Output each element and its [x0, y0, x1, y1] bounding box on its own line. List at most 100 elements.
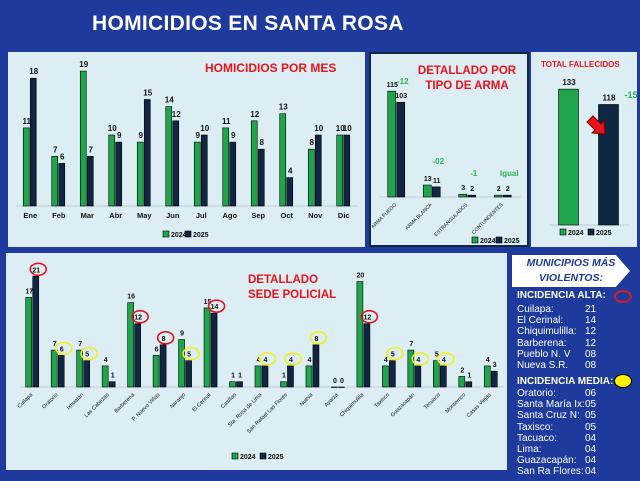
bar [338, 386, 345, 388]
red-circle-icon [614, 290, 632, 303]
highlight-circle [386, 346, 404, 361]
data-label: 17 [25, 288, 33, 295]
municipality-row: El Cerinal: 14 [517, 315, 637, 326]
category-label: Feb [52, 211, 66, 220]
difference-annotation: -15 [624, 90, 637, 100]
data-label: 1 [467, 373, 471, 380]
municipality-name: Barberena: [517, 337, 567, 349]
bar [193, 141, 201, 207]
bar [331, 386, 338, 388]
category-label: Casas Viejas [466, 392, 493, 419]
data-label: 4 [264, 357, 268, 364]
highlight-circle [131, 309, 149, 324]
data-label: 7 [78, 341, 82, 348]
municipality-name: Oratorio: [517, 388, 556, 399]
data-label: 0 [333, 378, 337, 385]
category-label: Ixhuatán [66, 392, 85, 411]
bar [490, 370, 498, 388]
data-label: 14 [165, 96, 174, 105]
municipality-row: Guazacapán: 04 [517, 455, 637, 466]
legend-label: 2024 [568, 230, 584, 237]
bar [25, 297, 33, 388]
data-label: 10 [108, 124, 117, 133]
data-label: 11 [433, 178, 441, 185]
highlight-circle [437, 352, 455, 366]
municipality-count: 05 [585, 399, 597, 411]
bar [165, 106, 173, 207]
data-label: 7 [409, 341, 413, 348]
data-label: 7 [53, 341, 57, 348]
data-label: 9 [196, 131, 201, 140]
municipality-name: Cuilapa: [517, 304, 554, 315]
bar [108, 134, 116, 207]
bar [356, 281, 364, 388]
total-chart-panel: 133 -15 118 2024 2025 TOTAL FALLECIDOS [531, 52, 637, 247]
difference-annotation: -12 [397, 77, 409, 86]
category-label: Chiquimulilla [339, 392, 366, 419]
data-label: 2 [506, 186, 510, 193]
municipality-count: 12 [585, 337, 597, 349]
highlight-circle [29, 262, 48, 277]
legend-label: 2024 [171, 232, 187, 239]
data-label: 8 [260, 138, 265, 147]
bar [22, 127, 30, 207]
highlight-circle [54, 341, 73, 356]
data-label: 12 [172, 110, 181, 119]
bar [32, 275, 40, 388]
municipality-row: Oratorio: 06 [517, 388, 637, 399]
bar [387, 90, 397, 198]
category-label: Tecuaco [423, 392, 442, 411]
bar [307, 148, 315, 207]
bar [431, 186, 441, 198]
municipality-count: 04 [585, 455, 597, 467]
bar [305, 365, 313, 388]
highlight-circle [156, 331, 175, 345]
category-label: Oratorio [41, 392, 59, 410]
high-incidence-label: INCIDENCIA ALTA: [517, 290, 606, 301]
difference-annotation: -1 [470, 169, 478, 178]
bar [314, 134, 322, 207]
bar [76, 349, 83, 388]
bar [250, 120, 258, 207]
bar [236, 381, 243, 388]
municipality-count: 05 [585, 410, 597, 422]
data-label: 4 [288, 167, 293, 176]
category-label: ESTRANGULADOS [433, 202, 469, 238]
bar [185, 360, 192, 388]
category-label: Cuilapa [17, 392, 35, 410]
data-label: 13 [279, 103, 288, 112]
municipality-row: Cuilapa: 21 [517, 304, 637, 315]
bar [280, 381, 287, 388]
data-label: 14 [211, 304, 219, 311]
bar [50, 349, 58, 388]
municipality-name: Tacuaco: [517, 432, 558, 444]
bar [159, 344, 167, 388]
highlight-circle [207, 299, 226, 313]
yellow-circle-icon [614, 374, 632, 388]
highlight-circle [284, 352, 302, 366]
municipality-count: 04 [585, 432, 597, 444]
municipality-count: 12 [585, 326, 597, 338]
municipality-name: Nueva S.R. [517, 360, 569, 371]
data-label: 1 [282, 373, 286, 380]
data-label: 6 [60, 346, 64, 353]
bar [51, 156, 59, 207]
municipality-count: 21 [585, 304, 597, 315]
data-label: 103 [395, 93, 407, 100]
category-label: Ayarza [324, 392, 341, 409]
bar [558, 88, 579, 226]
data-label: 10 [314, 124, 323, 133]
legend-swatch [184, 230, 192, 238]
data-label: 4 [307, 357, 311, 364]
sidebar-heading: MUNICIPIOS MÁS VIOLENTOS: [512, 255, 630, 287]
data-label: 12 [250, 110, 259, 119]
municipality-name: Pueblo N. V [517, 348, 571, 360]
data-label: 8 [310, 138, 315, 147]
bar [286, 177, 294, 207]
highlight-circle [258, 352, 277, 366]
data-label: 2 [497, 186, 501, 193]
municipality-row: Santa Cruz N: 05 [517, 410, 637, 421]
municipality-row: Nueva S.R. 08 [517, 360, 637, 371]
bar [414, 365, 422, 388]
